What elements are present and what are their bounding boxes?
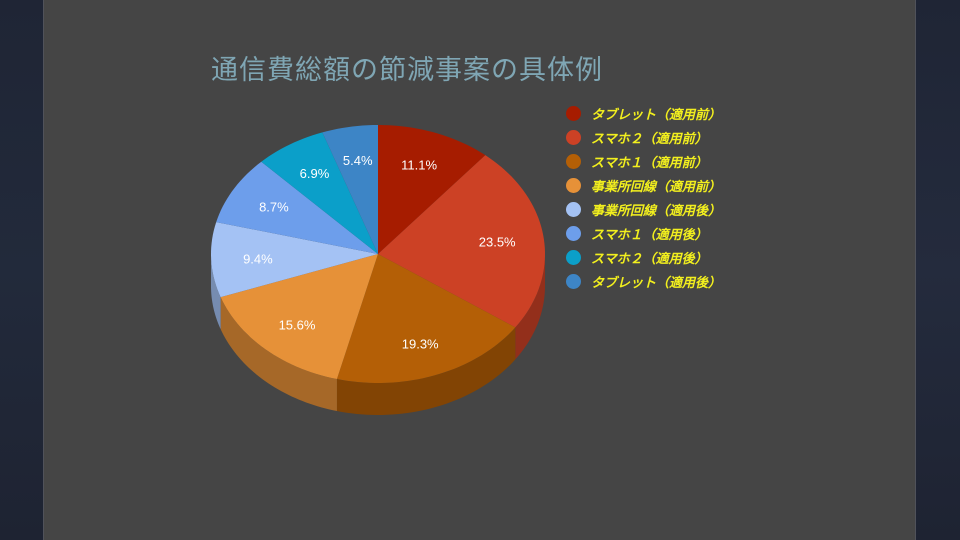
legend-item[interactable]: スマホ１（適用前）	[566, 149, 721, 173]
legend-item[interactable]: スマホ２（適用前）	[566, 125, 721, 149]
legend-label: 事業所回線（適用前）	[591, 176, 721, 195]
legend-item[interactable]: タブレット（適用後）	[566, 269, 721, 293]
legend-swatch-icon	[566, 274, 581, 289]
slice-label: 19.3%	[402, 336, 439, 351]
legend-item[interactable]: スマホ２（適用後）	[566, 245, 721, 269]
legend-label: スマホ１（適用前）	[591, 152, 708, 171]
legend-swatch-icon	[566, 178, 581, 193]
legend-label: 事業所回線（適用後）	[591, 200, 721, 219]
legend-swatch-icon	[566, 226, 581, 241]
legend-item[interactable]: タブレット（適用前）	[566, 101, 721, 125]
legend-label: スマホ２（適用後）	[591, 248, 708, 267]
legend-item[interactable]: 事業所回線（適用前）	[566, 173, 721, 197]
legend-item[interactable]: 事業所回線（適用後）	[566, 197, 721, 221]
chart-legend: タブレット（適用前） スマホ２（適用前） スマホ１（適用前） 事業所回線（適用前） 事業…	[566, 101, 721, 293]
legend-label: スマホ２（適用前）	[591, 128, 708, 147]
legend-label: スマホ１（適用後）	[591, 224, 708, 243]
legend-label: タブレット（適用後）	[591, 272, 721, 291]
legend-swatch-icon	[566, 250, 581, 265]
legend-swatch-icon	[566, 154, 581, 169]
slice-label: 15.6%	[279, 318, 316, 333]
slice-label: 6.9%	[300, 166, 330, 181]
legend-swatch-icon	[566, 106, 581, 121]
legend-item[interactable]: スマホ１（適用後）	[566, 221, 721, 245]
legend-swatch-icon	[566, 202, 581, 217]
slice-label: 23.5%	[479, 234, 516, 249]
slice-label: 5.4%	[343, 153, 373, 168]
legend-swatch-icon	[566, 130, 581, 145]
pie-chart: 11.1% 23.5% 19.3% 15.6% 9.4% 8.7% 6.9% 5.4%	[0, 0, 960, 540]
slice-label: 8.7%	[259, 199, 289, 214]
slice-label: 9.4%	[243, 251, 273, 266]
legend-label: タブレット（適用前）	[591, 104, 721, 123]
slice-label: 11.1%	[401, 157, 437, 172]
